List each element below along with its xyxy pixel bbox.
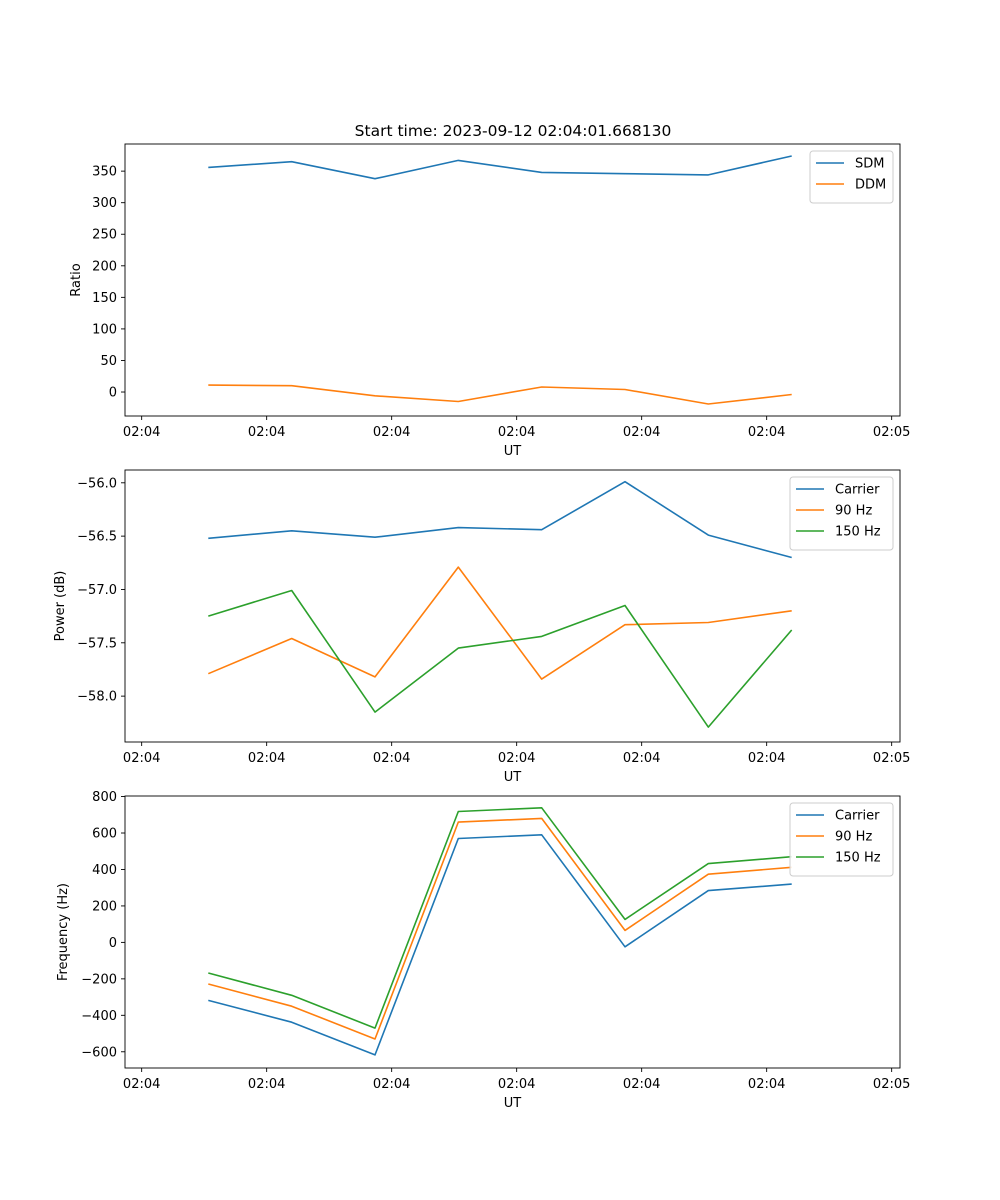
figure-title: Start time: 2023-09-12 02:04:01.668130 — [355, 122, 672, 140]
axes-frame — [124, 143, 901, 417]
y-tick-label: 0 — [109, 936, 117, 951]
x-tick-label: 02:04 — [623, 1077, 660, 1092]
y-tick-label: 200 — [92, 259, 117, 274]
legend-label: Carrier — [835, 483, 880, 498]
x-tick-label: 02:04 — [748, 1077, 785, 1092]
y-tick-label: 150 — [92, 291, 117, 306]
legend-box — [809, 150, 894, 204]
y-tick-label: 200 — [92, 899, 117, 914]
x-tick-label: 02:04 — [123, 425, 160, 440]
y-tick-label: 600 — [92, 827, 117, 842]
y-tick-label: 100 — [92, 322, 117, 337]
y-tick-label: −56.0 — [77, 476, 117, 491]
chart-panel-2: 02:04 02:04 02:04 02:04 02:04 02:04 02:05 −58.0… — [53, 469, 910, 785]
series-line-sdm — [208, 155, 792, 180]
axes-frame — [124, 469, 901, 743]
x-axis-label: UT — [504, 1096, 522, 1111]
y-axis-label: Power (dB) — [53, 571, 68, 642]
x-tick-label: 02:05 — [873, 751, 910, 766]
x-tick-label: 02:04 — [248, 751, 285, 766]
y-tick-label: 0 — [109, 386, 117, 401]
x-tick-label: 02:04 — [373, 751, 410, 766]
x-tick-label: 02:04 — [498, 425, 535, 440]
legend: Carrier 90 Hz 150 Hz — [789, 802, 894, 877]
legend-label: 90 Hz — [835, 504, 872, 519]
chart-panel-1: 02:04 02:04 02:04 02:04 02:04 02:04 02:05 0 50 10… — [69, 143, 910, 459]
legend: Carrier 90 Hz 150 Hz — [789, 476, 894, 551]
x-tick-label: 02:04 — [248, 425, 285, 440]
series-line-carrier — [208, 480, 792, 559]
x-tick-label: 02:05 — [873, 425, 910, 440]
legend-label: 150 Hz — [835, 851, 881, 866]
y-tick-label: −600 — [81, 1045, 117, 1060]
chart-panel-3: 02:04 02:04 02:04 02:04 02:04 02:04 02:05 −600 −… — [56, 790, 910, 1111]
x-tick-label: 02:04 — [373, 1077, 410, 1092]
x-axis-label: UT — [504, 444, 522, 459]
y-axis-label: Frequency (Hz) — [56, 883, 71, 981]
x-tick-label: 02:05 — [873, 1077, 910, 1092]
x-tick-label: 02:04 — [623, 751, 660, 766]
legend: SDM DDM — [809, 150, 894, 204]
legend-label: 90 Hz — [835, 830, 872, 845]
x-tick-label: 02:04 — [498, 751, 535, 766]
x-tick-label: 02:04 — [373, 425, 410, 440]
x-tick-label: 02:04 — [623, 425, 660, 440]
y-tick-label: −56.5 — [77, 530, 117, 545]
legend-label: Carrier — [835, 809, 880, 824]
y-tick-label: 400 — [92, 863, 117, 878]
legend-label: SDM — [855, 157, 884, 172]
x-tick-label: 02:04 — [748, 751, 785, 766]
axes-frame — [124, 795, 901, 1069]
y-tick-label: −57.5 — [77, 636, 117, 651]
legend-label: 150 Hz — [835, 525, 881, 540]
charts-container: 02:04 02:04 02:04 02:04 02:04 02:04 02:05 0 50 10… — [53, 143, 910, 1111]
y-tick-label: 50 — [100, 354, 117, 369]
y-tick-label: 300 — [92, 196, 117, 211]
y-tick-label: 250 — [92, 228, 117, 243]
y-tick-label: −400 — [81, 1009, 117, 1024]
series-line-150-hz — [208, 589, 793, 728]
y-tick-label: 350 — [92, 165, 117, 180]
series-line-carrier — [208, 833, 792, 1056]
series-line-90-hz — [208, 817, 792, 1040]
x-tick-label: 02:04 — [748, 425, 785, 440]
y-tick-label: −57.0 — [77, 583, 117, 598]
x-tick-label: 02:04 — [248, 1077, 285, 1092]
y-tick-label: −200 — [81, 972, 117, 987]
series-line-90-hz — [207, 566, 792, 680]
series-line-ddm — [208, 384, 792, 405]
y-tick-label: −58.0 — [77, 690, 117, 705]
x-tick-label: 02:04 — [123, 751, 160, 766]
y-axis-label: Ratio — [69, 263, 84, 296]
x-axis-label: UT — [504, 770, 522, 785]
series-line-150-hz — [208, 806, 792, 1029]
y-tick-label: 800 — [92, 790, 117, 805]
x-tick-label: 02:04 — [123, 1077, 160, 1092]
legend-label: DDM — [855, 178, 886, 193]
x-tick-label: 02:04 — [498, 1077, 535, 1092]
